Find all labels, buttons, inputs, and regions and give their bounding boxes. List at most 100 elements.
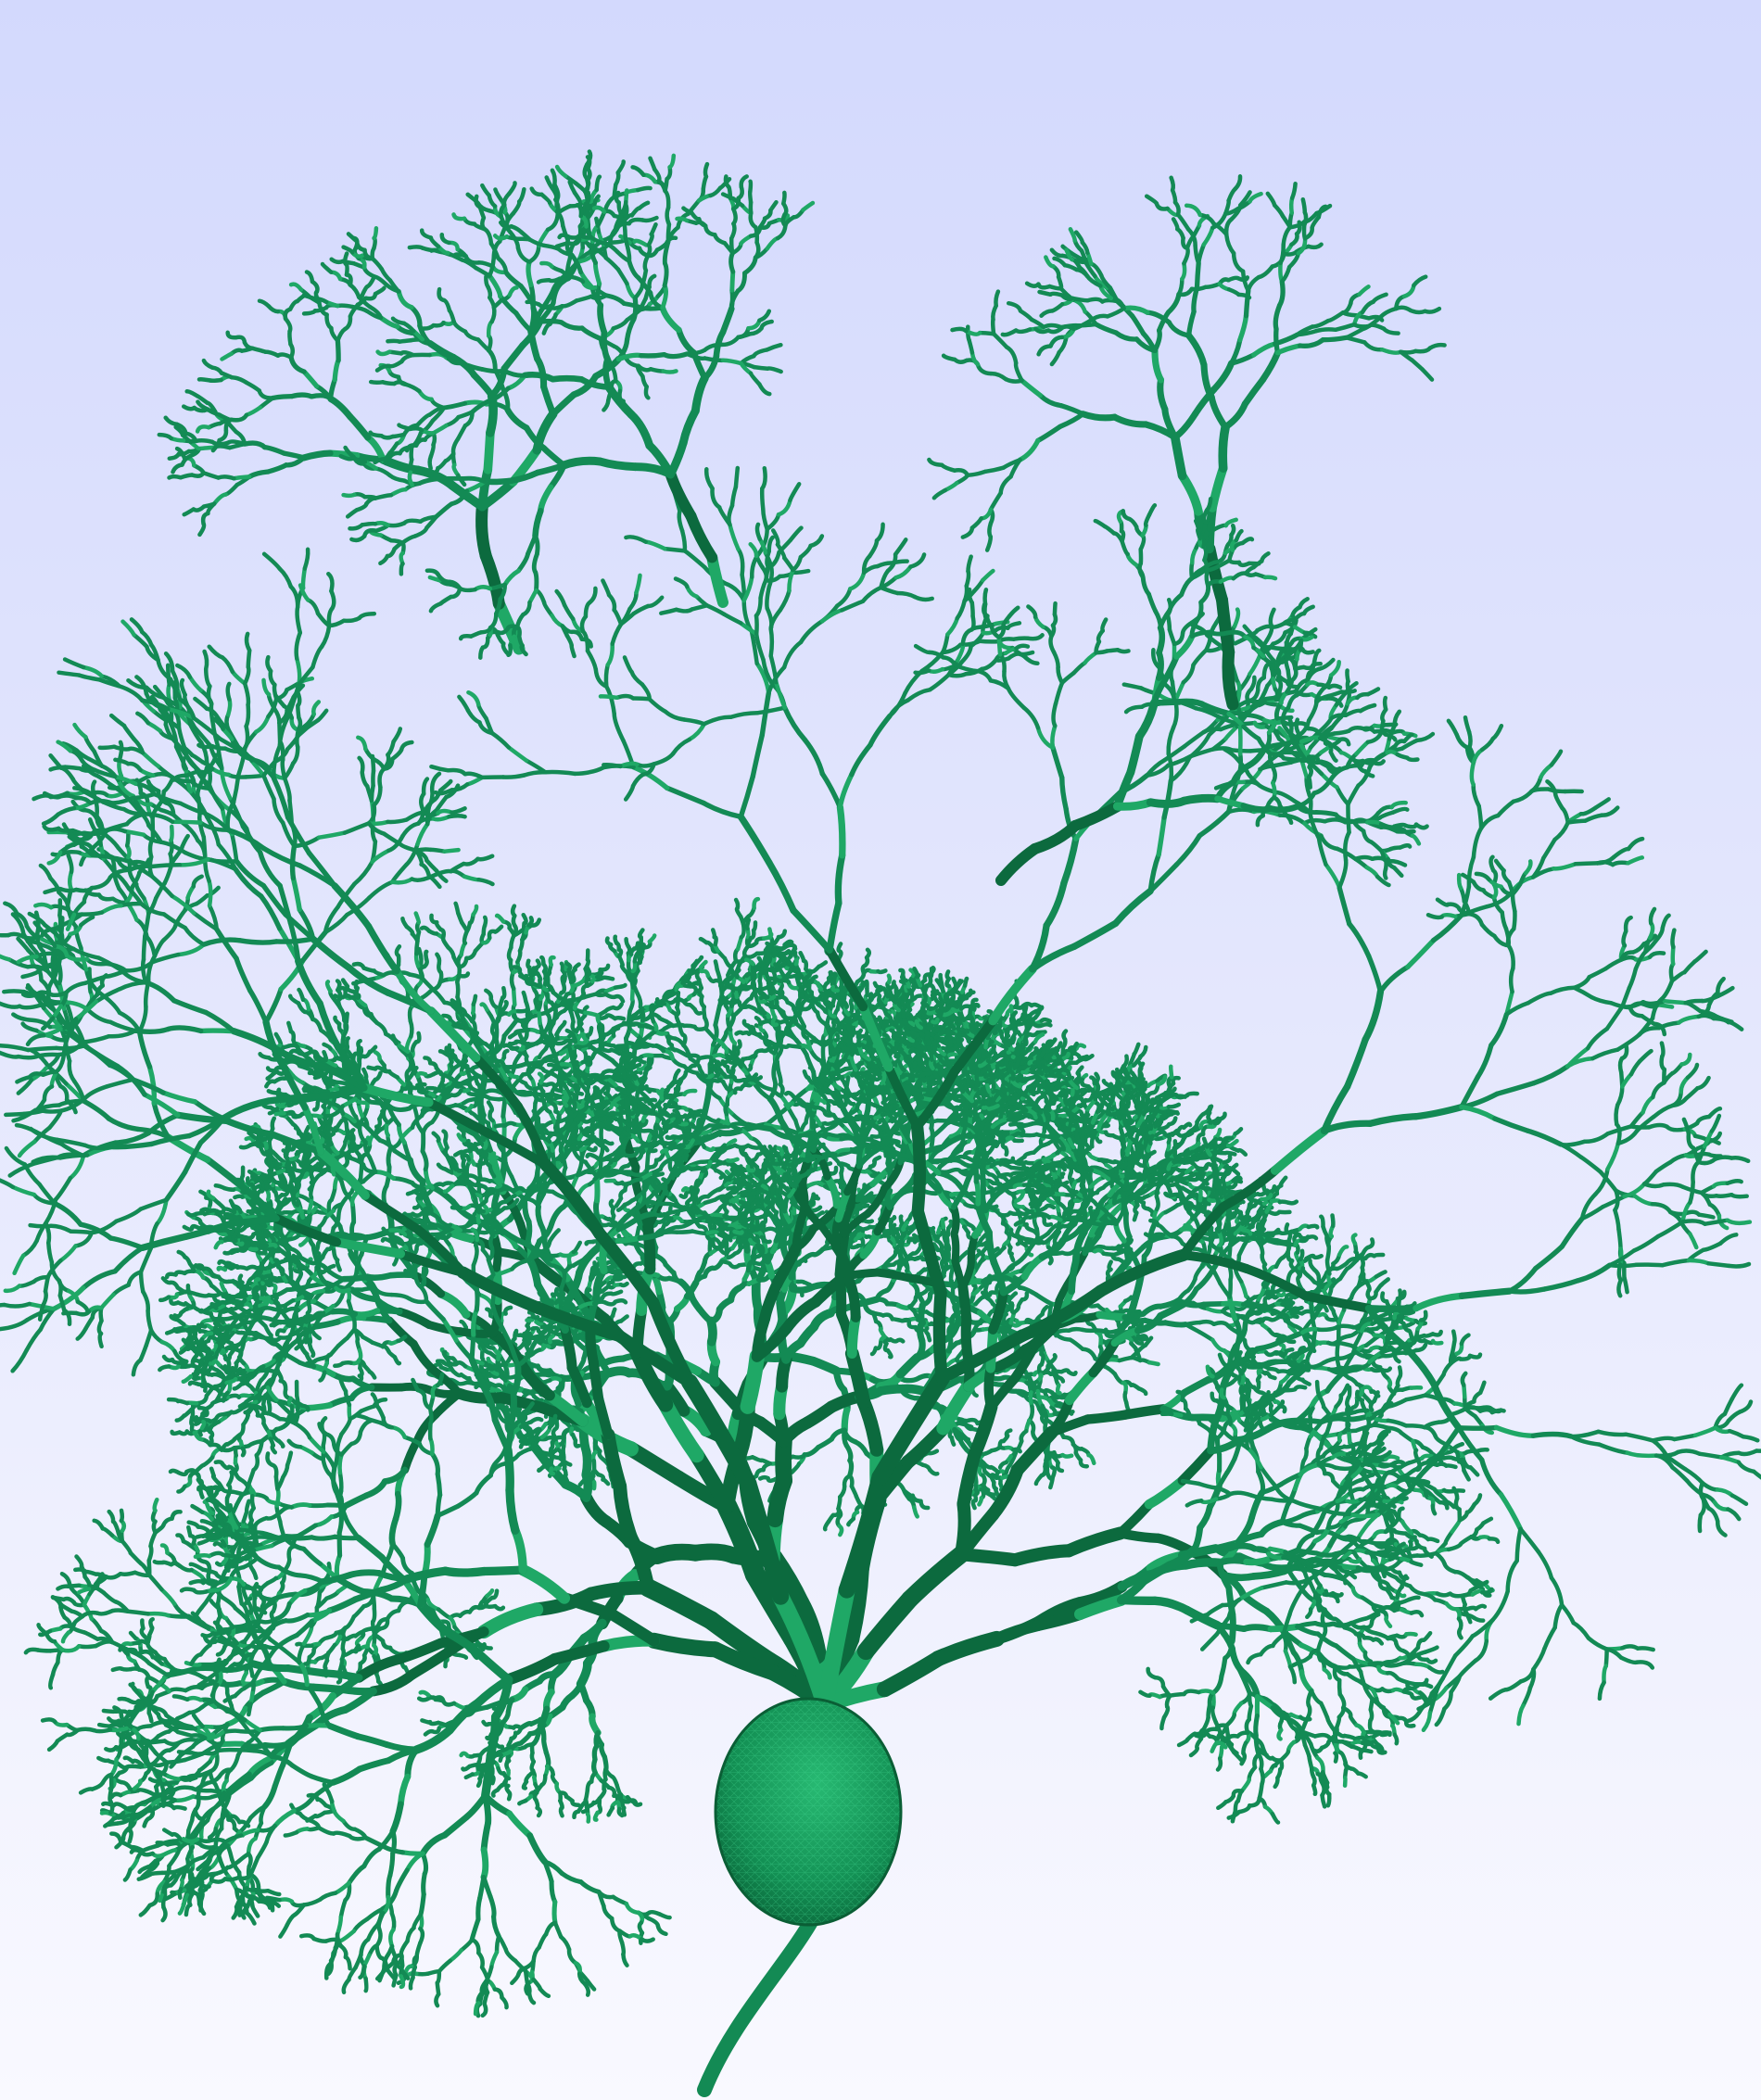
dendrite-segment [335,1258,342,1272]
dendrite-segment [304,1359,318,1366]
dendrite-segment [510,904,517,918]
dendrite-segment [392,1490,402,1523]
dendrite-segment [492,924,504,934]
dendrite-segment [199,1207,211,1214]
dendrite-segment [888,1220,894,1233]
dendrite-segment [692,1006,703,1016]
dendrite-segment [464,1104,474,1113]
dendrite-segment [261,1273,274,1280]
dendrite-segment [500,985,507,1000]
dendrite-segment [610,1307,617,1319]
dendrite-segment [202,1380,209,1393]
dendrite-segment [598,963,611,972]
dendrite-segment [471,993,478,1007]
dendrite-segment [197,1427,206,1437]
dendrite-segment [809,1192,817,1203]
dendrite-segment [420,1148,429,1172]
dendrite-segment [483,1088,503,1095]
dendrite-segment [363,1271,394,1282]
dendrite-segment [400,916,410,930]
dendrite-segment [540,1343,551,1350]
dendrite-segment [501,1771,512,1781]
dendrite-segment [608,1198,616,1210]
dendrite-segment [730,1398,755,1464]
dendrite-segment [475,1336,488,1343]
dendrite-segment [413,911,421,925]
dendrite-segment [698,936,709,945]
dendrite-segment [416,946,424,959]
dendrite-segment [394,944,402,958]
dendrite-segment [343,1131,350,1145]
dendrite-segment [759,1276,784,1324]
dendrite-segment [424,1085,438,1092]
dendrite-segment [507,1040,519,1046]
dendrite-segment [318,1370,327,1383]
dendrite-segment [828,1165,839,1176]
dendrite-segment [413,1031,422,1044]
dendrite-segment [435,1359,447,1365]
dendrite-segment [529,1325,541,1334]
dendrite-segment [752,896,761,911]
dendrite-segment [420,1131,426,1154]
dendrite-segment [335,1118,345,1130]
dendrite-segment [621,1805,627,1817]
dendrite-segment [172,1310,184,1319]
dendrite-segment [647,933,657,944]
dendrite-segment [268,1163,275,1176]
dendrite-segment [158,1364,171,1373]
dendrite-segment [906,1236,918,1245]
dendrite-segment [437,1049,450,1056]
dendrite-segment [407,1157,426,1184]
dendrite-segment [261,1298,273,1305]
dendrite-segment [1004,1428,1013,1438]
dendrite-segment [264,1079,277,1089]
dendrite-segment [493,1603,506,1612]
dendrite-segment [286,1020,294,1034]
dendrite-segment [250,1568,259,1581]
dendrite-segment [614,1274,625,1282]
dendrite-segment [572,1809,581,1820]
dendrite-segment [485,1307,493,1318]
dendrite-segment [285,1143,292,1154]
dendrite-segment [570,1799,581,1807]
dendrite-segment [420,975,437,993]
dendrite-segment [208,1435,214,1446]
dendrite-segment [745,1164,755,1173]
dendrite-segment [751,920,758,933]
dendrite-segment [611,1002,624,1011]
dendrite-segment [351,1603,366,1619]
dendrite-segment [620,1229,629,1238]
dendrite-segment [345,1036,350,1048]
dendrite-segment [630,1163,644,1202]
dendrite-segment [479,1002,489,1012]
dendrite-segment [613,993,626,1004]
dendrite-segment [490,1788,500,1798]
dendrite-segment [740,1348,765,1414]
dendrite-segment [343,1614,357,1630]
dendrite-segment [423,1728,435,1737]
dendrite-segment [537,1463,547,1474]
dendrite-segment [307,1180,315,1192]
dendrite-segment [500,999,509,1012]
dendrite-segment [626,1798,639,1806]
dendrite-segment [182,1224,195,1232]
dendrite-segment [513,1328,524,1338]
dendrite-segment [485,1588,495,1599]
dendrite-segment [416,1696,430,1702]
dendrite-segment [912,1505,919,1519]
dendrite-segment [303,1333,310,1345]
dendrite-segment [790,1200,799,1208]
dendrite-segment [601,975,615,981]
dendrite-segment [638,1018,645,1041]
dendrite-segment [161,1354,175,1363]
dendrite-segment [266,1287,290,1300]
dendrite-segment [486,1356,494,1367]
dendrite-segment [701,1087,713,1120]
dendrite-segment [412,1104,420,1123]
dendrite-segment [501,1048,510,1060]
dendrite-segment [585,1026,594,1038]
dendrite-segment [176,1249,187,1259]
dendrite-segment [901,1221,909,1232]
dendrite-segment [385,1608,401,1622]
dendrite-segment [166,1397,181,1404]
